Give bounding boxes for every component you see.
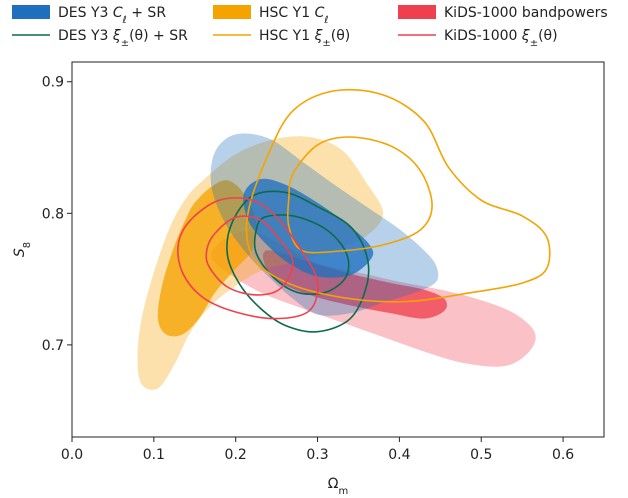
des-y3-sr-95-contour [226,190,370,333]
legend-label: DES Y3 ξ±(θ) + SR [58,28,188,49]
legend-swatch [398,5,436,19]
hsc-y1-68-contour [286,136,433,254]
y-tick-label: 0.8 [42,206,64,222]
x-axis-label: Ωm [328,476,348,497]
x-tick-label: 0.3 [306,447,328,463]
legend-entry-des-y3-sr: DES Y3 ξ±(θ) + SR [12,28,188,49]
x-axis: 0.0 0.1 0.2 0.3 0.4 0.5 0.6 [61,437,574,463]
x-tick-label: 0.2 [225,447,247,463]
legend-entry-des-y3-c-sr: DES Y3 Cℓ + SR [12,5,166,26]
x-tick-label: 0.4 [388,447,410,463]
x-tick-label: 0.6 [552,447,574,463]
legend-label: HSC Y1 Cℓ [259,5,328,26]
des-y3-sr-68-contour [253,214,350,296]
legend-entry-kids-1000-bandpowers: KiDS-1000 bandpowers [398,5,608,21]
legend: DES Y3 Cℓ + SR HSC Y1 Cℓ KiDS-1000 bandpow… [12,5,608,49]
legend-label: DES Y3 Cℓ + SR [58,5,166,26]
legend-swatch [213,5,251,19]
des-y3-c-sr-68-contour [243,178,374,278]
y-axis: 0.7 0.8 0.9 [42,75,72,354]
legend-entry-hsc-y1-c: HSC Y1 Cℓ [213,5,328,26]
kids-1000-95-contour [177,197,319,320]
plot-area-frame [71,61,605,438]
legend-swatch [12,5,50,19]
y-tick-label: 0.9 [42,75,64,91]
y-axis-label: S8 [12,242,33,257]
x-tick-label: 0.5 [470,447,492,463]
kids-1000-68-contour [205,215,294,296]
legend-label: KiDS-1000 ξ±(θ) [444,28,558,49]
y-tick-label: 0.7 [42,338,64,354]
x-tick-label: 0.0 [61,447,83,463]
hsc-y1-95-contour [245,88,551,303]
contour-layer [137,88,551,390]
legend-entry-hsc-y1: HSC Y1 ξ±(θ) [213,28,350,49]
legend-entry-kids-1000: KiDS-1000 ξ±(θ) [398,28,558,49]
legend-label: KiDS-1000 bandpowers [444,5,608,21]
legend-label: HSC Y1 ξ±(θ) [259,28,350,49]
x-tick-label: 0.1 [143,447,165,463]
